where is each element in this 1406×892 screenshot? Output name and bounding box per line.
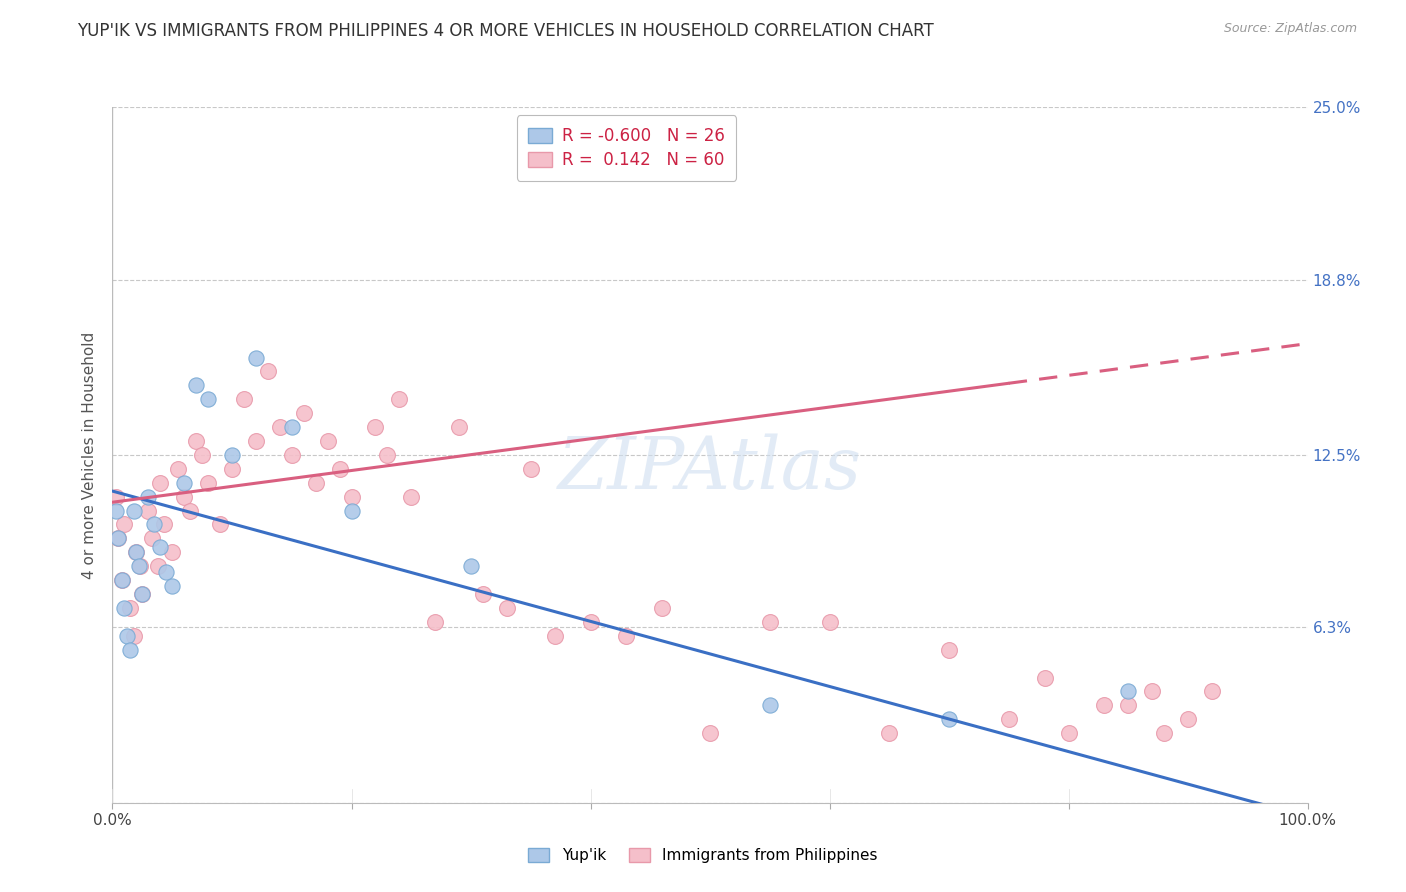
Point — [329, 462, 352, 476]
Point — [111, 573, 134, 587]
Point — [879, 726, 901, 740]
Point — [186, 378, 208, 392]
Point — [114, 517, 135, 532]
Point — [153, 517, 176, 532]
Point — [186, 434, 208, 448]
Point — [1118, 684, 1140, 698]
Point — [162, 545, 183, 559]
Point — [1177, 712, 1199, 726]
Point — [1201, 684, 1223, 698]
Text: ZIPAtlas: ZIPAtlas — [558, 434, 862, 504]
Point — [197, 392, 219, 407]
Point — [245, 351, 267, 365]
Point — [543, 629, 565, 643]
Point — [460, 559, 482, 574]
Point — [1142, 684, 1164, 698]
Point — [128, 559, 150, 574]
Point — [245, 434, 267, 448]
Point — [938, 642, 960, 657]
Point — [209, 517, 232, 532]
Point — [114, 601, 135, 615]
Point — [818, 615, 841, 629]
Point — [125, 545, 148, 559]
Point — [115, 629, 138, 643]
Point — [1153, 726, 1175, 740]
Text: YUP'IK VS IMMIGRANTS FROM PHILIPPINES 4 OR MORE VEHICLES IN HOUSEHOLD CORRELATIO: YUP'IK VS IMMIGRANTS FROM PHILIPPINES 4 … — [77, 22, 934, 40]
Point — [472, 587, 495, 601]
Point — [269, 420, 291, 434]
Point — [179, 503, 201, 517]
Point — [305, 475, 328, 490]
Point — [120, 601, 142, 615]
Point — [998, 712, 1021, 726]
Point — [759, 615, 782, 629]
Point — [173, 490, 195, 504]
Point — [281, 420, 304, 434]
Point — [149, 475, 172, 490]
Point — [107, 532, 129, 546]
Point — [579, 615, 602, 629]
Point — [616, 629, 638, 643]
Point — [146, 559, 169, 574]
Point — [141, 532, 163, 546]
Point — [520, 462, 543, 476]
Point — [129, 559, 152, 574]
Point — [125, 545, 148, 559]
Point — [316, 434, 339, 448]
Point — [938, 712, 960, 726]
Point — [105, 490, 128, 504]
Point — [122, 629, 145, 643]
Point — [699, 726, 721, 740]
Point — [1057, 726, 1080, 740]
Legend: Yup'ik, Immigrants from Philippines: Yup'ik, Immigrants from Philippines — [520, 840, 886, 871]
Point — [191, 448, 214, 462]
Y-axis label: 4 or more Vehicles in Household: 4 or more Vehicles in Household — [82, 331, 97, 579]
Point — [120, 642, 142, 657]
Point — [281, 448, 304, 462]
Point — [167, 462, 190, 476]
Point — [105, 503, 128, 517]
Point — [257, 364, 280, 378]
Point — [221, 448, 243, 462]
Point — [138, 503, 160, 517]
Point — [107, 532, 129, 546]
Point — [149, 540, 172, 554]
Point — [292, 406, 315, 420]
Point — [401, 490, 423, 504]
Point — [388, 392, 411, 407]
Point — [162, 579, 183, 593]
Point — [759, 698, 782, 713]
Point — [1094, 698, 1116, 713]
Point — [111, 573, 134, 587]
Point — [122, 503, 145, 517]
Point — [131, 587, 153, 601]
Point — [221, 462, 243, 476]
Text: Source: ZipAtlas.com: Source: ZipAtlas.com — [1223, 22, 1357, 36]
Point — [197, 475, 219, 490]
Point — [340, 503, 363, 517]
Point — [138, 490, 160, 504]
Point — [496, 601, 519, 615]
Point — [449, 420, 471, 434]
Point — [340, 490, 363, 504]
Point — [651, 601, 673, 615]
Point — [173, 475, 195, 490]
Point — [131, 587, 153, 601]
Point — [425, 615, 447, 629]
Point — [364, 420, 387, 434]
Legend: R = -0.600   N = 26, R =  0.142   N = 60: R = -0.600 N = 26, R = 0.142 N = 60 — [516, 115, 737, 180]
Point — [143, 517, 166, 532]
Point — [233, 392, 256, 407]
Point — [155, 565, 177, 579]
Point — [377, 448, 399, 462]
Point — [1118, 698, 1140, 713]
Point — [1033, 671, 1056, 685]
